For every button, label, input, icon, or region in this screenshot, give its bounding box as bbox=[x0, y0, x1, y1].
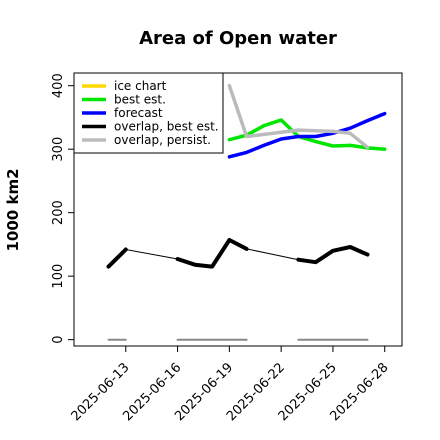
legend-label-overlap-best-est: overlap, best est. bbox=[114, 120, 219, 134]
plot-frame bbox=[73, 72, 403, 347]
chart-title: Area of Open water bbox=[139, 28, 337, 49]
y-axis-label: 1000 km2 bbox=[4, 168, 22, 251]
series-connector-overlap-best-est-1 bbox=[125, 249, 178, 260]
plot-area bbox=[106, 83, 387, 341]
series-line-forecast bbox=[227, 111, 387, 159]
legend-label-ice-chart: ice chart bbox=[114, 79, 167, 93]
legend-label-overlap-persist: overlap, persist. bbox=[114, 133, 211, 147]
y-tick-label-200: 200 bbox=[51, 200, 66, 225]
legend-label-forecast: forecast bbox=[114, 106, 163, 120]
series-connector-overlap-best-est-2 bbox=[246, 248, 299, 261]
series-line-best-est bbox=[227, 118, 387, 151]
y-tick-label-100: 100 bbox=[51, 264, 66, 289]
series-line-overlap-persist bbox=[227, 83, 370, 150]
series-segment-overlap-best-est-3 bbox=[296, 245, 370, 265]
series-segment-overlap-best-est-2 bbox=[175, 238, 249, 269]
y-tick-label-300: 300 bbox=[51, 137, 66, 162]
y-tick-label-400: 400 bbox=[51, 73, 66, 98]
y-tick-label-0: 0 bbox=[51, 336, 66, 344]
legend-label-best-est: best est. bbox=[114, 93, 166, 107]
series-segment-overlap-best-est-1 bbox=[106, 247, 128, 269]
